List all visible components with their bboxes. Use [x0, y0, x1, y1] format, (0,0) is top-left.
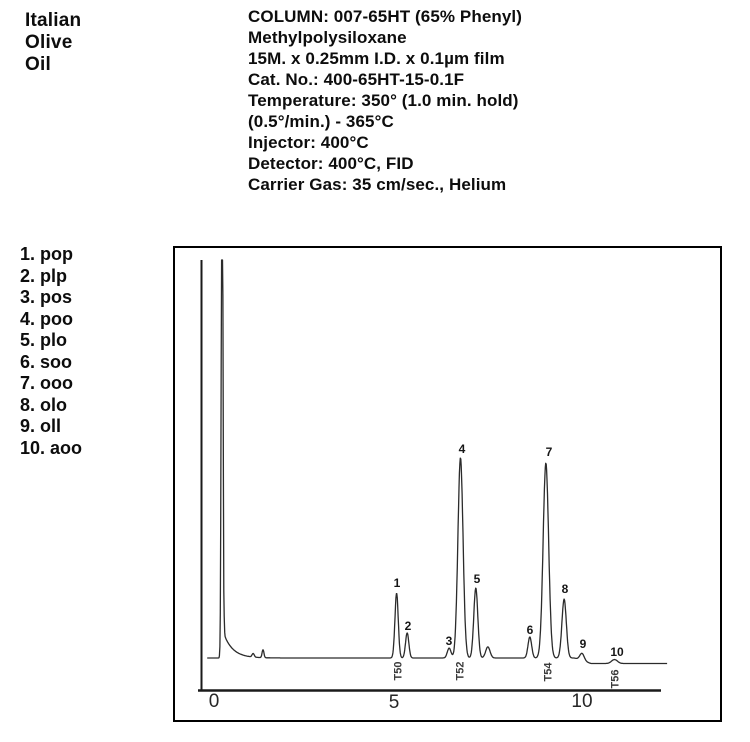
sample-name-line: Oil: [25, 54, 51, 75]
method-line: Temperature: 350° (1.0 min. hold): [248, 91, 519, 110]
peak-list-item: 8. olo: [20, 394, 68, 415]
peak-list-item: 4. poo: [20, 308, 73, 329]
method-line: Detector: 400°C, FID: [248, 154, 414, 173]
peak-list-item: 9. oll: [20, 416, 62, 436]
peak-label-9: 9: [579, 637, 587, 651]
peak-identification-list: 1. pop 2. plp 3. pos 4. poo 5. plo 6. so…: [20, 244, 82, 459]
method-line: (0.5°/min.) - 365°C: [248, 112, 394, 131]
peak-label-4: 4: [458, 442, 466, 456]
peak-label-3: 3: [445, 634, 453, 648]
sample-name-line: Italian: [25, 10, 82, 31]
peak-label-5: 5: [473, 572, 481, 586]
peak-list-item: 6. soo: [20, 351, 73, 372]
x-tick-5: 5: [388, 692, 400, 713]
t-marker-t52: T52: [454, 661, 467, 681]
t-marker-t54: T54: [542, 662, 555, 682]
peak-list-item: 2. plp: [20, 265, 68, 286]
peak-label-6: 6: [526, 623, 534, 637]
method-line: 15M. x 0.25mm I.D. x 0.1µm film: [248, 49, 505, 68]
peak-list-item: 3. pos: [20, 287, 73, 307]
peak-label-7: 7: [545, 445, 553, 459]
peak-list-item: 1. pop: [20, 244, 73, 264]
sample-name-line: Olive: [25, 32, 73, 53]
peak-label-10: 10: [610, 645, 624, 659]
t-marker-t56: T56: [609, 669, 622, 689]
sample-name: Italian Olive Oil: [25, 10, 81, 76]
peak-list-item: 10. aoo: [20, 437, 83, 458]
method-conditions: COLUMN: 007-65HT (65% Phenyl) Methylpoly…: [248, 6, 522, 195]
method-line: Carrier Gas: 35 cm/sec., Helium: [248, 175, 507, 194]
peak-list-item: 7. ooo: [20, 373, 73, 393]
method-line: Injector: 400°C: [248, 133, 369, 152]
peak-label-1: 1: [393, 576, 401, 590]
x-tick-10: 10: [571, 691, 593, 712]
x-tick-0: 0: [208, 691, 220, 712]
chromatogram-trace: [206, 259, 668, 665]
method-line: Cat. No.: 400-65HT-15-0.1F: [248, 70, 465, 89]
method-line: Methylpolysiloxane: [248, 28, 407, 47]
method-line: COLUMN: 007-65HT (65% Phenyl): [248, 7, 523, 26]
peak-label-8: 8: [561, 582, 569, 596]
peak-list-item: 5. plo: [20, 330, 68, 350]
t-marker-t50: T50: [392, 661, 405, 681]
figure-frame: [173, 246, 722, 722]
peak-label-2: 2: [404, 619, 412, 633]
